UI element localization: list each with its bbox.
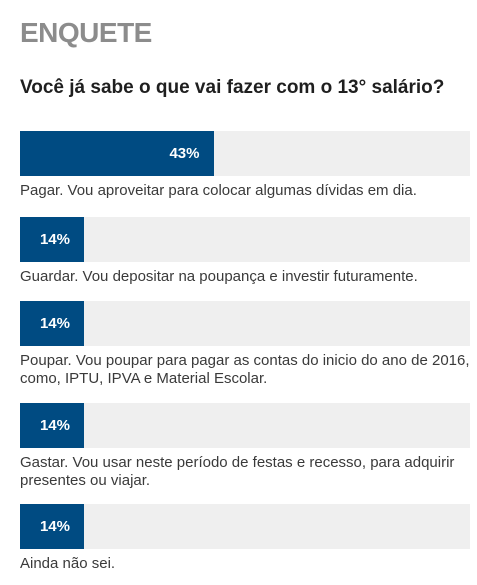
result-percent: 14% (39, 417, 70, 434)
result-bar-fill: 14% (20, 403, 84, 448)
result-bar-fill: 14% (20, 504, 84, 549)
option-label: Poupar. Vou poupar para pagar as contas … (20, 352, 470, 387)
poll-option: 14% Gastar. Vou usar neste período de fe… (20, 403, 470, 490)
result-percent: 14% (39, 315, 70, 332)
result-bar-track: 43% (20, 131, 470, 176)
option-label: Guardar. Vou depositar na poupança e inv… (20, 268, 418, 285)
option-label: Pagar. Vou aproveitar para colocar algum… (20, 182, 417, 199)
result-bar-fill: 43% (20, 131, 214, 176)
poll-option: 43% Pagar. Vou aproveitar para colocar a… (20, 131, 470, 200)
result-percent: 43% (169, 145, 200, 162)
result-bar-track: 14% (20, 217, 470, 262)
result-bar-track: 14% (20, 504, 470, 549)
result-bar-fill: 14% (20, 301, 84, 346)
result-percent: 14% (39, 518, 70, 535)
poll-option: 14% Guardar. Vou depositar na poupança e… (20, 217, 470, 286)
poll-option: 14% Ainda não sei. (20, 504, 470, 573)
result-bar-track: 14% (20, 301, 470, 346)
option-label: Ainda não sei. (20, 555, 116, 572)
poll-option: 14% Poupar. Vou poupar para pagar as con… (20, 301, 470, 388)
result-bar-fill: 14% (20, 217, 84, 262)
result-percent: 14% (39, 231, 70, 248)
poll-header: ENQUETE (20, 17, 152, 48)
poll-question: Você já sabe o que vai fazer com o 13° s… (20, 77, 445, 98)
result-bar-track: 14% (20, 403, 470, 448)
option-label: Gastar. Vou usar neste período de festas… (20, 454, 455, 489)
